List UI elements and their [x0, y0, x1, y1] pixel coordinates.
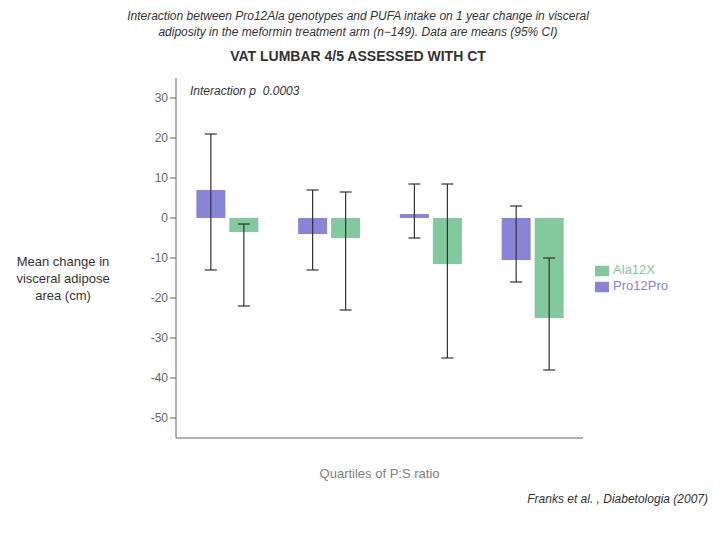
svg-text:-50: -50 [151, 411, 169, 425]
html-text:Interaction between Pro12Ala g: Interaction between Pro12Ala genotypes a… [127, 9, 589, 23]
svg-text:-40: -40 [151, 371, 169, 385]
svg-text:-30: -30 [151, 331, 169, 345]
svg-text:30: 30 [155, 91, 169, 105]
html-text:Mean change in visceral adipos: Mean change in visceral adipose area (cm… [16, 253, 110, 303]
html-text:Franks et al. , Diabetologia (: Franks et al. , Diabetologia (2007) [527, 492, 708, 506]
html-text:Ala12X: Ala12X [613, 262, 655, 278]
svg-text:20: 20 [155, 131, 169, 145]
html-text:Interaction p 0.0003: Interaction p 0.0003 [190, 84, 300, 98]
svg-text:-20: -20 [151, 291, 169, 305]
svg-text:10: 10 [155, 171, 169, 185]
svg-text:0: 0 [161, 211, 168, 225]
html-text:Pro12Pro: Pro12Pro [613, 278, 668, 293]
svg-text:Quartiles of P:S ratio: Quartiles of P:S ratio [320, 466, 440, 481]
html-text:VAT LUMBAR 4/5 ASSESSED WITH C: VAT LUMBAR 4/5 ASSESSED WITH CT [230, 48, 486, 64]
svg-text:-10: -10 [151, 251, 169, 265]
html-text:adiposity in the meformin trea: adiposity in the meformin treatment arm … [158, 25, 558, 39]
